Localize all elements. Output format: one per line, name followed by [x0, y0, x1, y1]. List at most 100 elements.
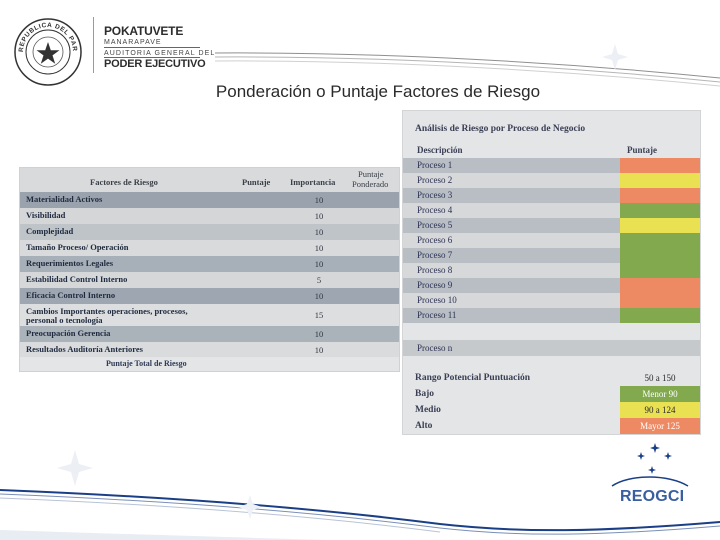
range-value: 90 a 124	[620, 402, 700, 418]
page-title: Ponderación o Puntaje Factores de Riesgo	[215, 82, 541, 101]
header-importancia: Importancia	[290, 177, 336, 187]
risk-color-swatch	[620, 158, 700, 173]
factor-label: Eficacia Control Interno	[26, 290, 116, 300]
header-score: Puntaje	[627, 145, 657, 155]
importance-value: 10	[314, 243, 324, 253]
process-row: Proceso 3	[403, 188, 700, 203]
process-row: Proceso 1	[403, 158, 700, 173]
logo-line-3: AUDITORIA GENERAL DEL	[104, 50, 216, 57]
process-row: Proceso 7	[403, 248, 700, 263]
header-factor: Factores de Riesgo	[90, 177, 158, 187]
factor-label: Visibilidad	[26, 210, 66, 220]
factor-label: Requerimientos Legales	[26, 258, 114, 268]
process-table-title: Análisis de Riesgo por Proceso de Negoci…	[415, 124, 586, 134]
process-label: Proceso 2	[417, 175, 453, 185]
risk-color-swatch	[620, 233, 700, 248]
agpe-logo: POKATUVETE MANARAPAVE AUDITORIA GENERAL …	[104, 24, 215, 70]
range-label: Bajo	[415, 389, 434, 399]
risk-color-swatch	[620, 293, 700, 308]
process-label: Proceso 1	[417, 160, 453, 170]
range-value: Mayor 125	[620, 418, 700, 434]
process-row: Proceso 9	[403, 278, 700, 293]
process-label: Proceso 10	[417, 295, 457, 305]
table-row: Tamaño Proceso/ Operación 10	[20, 240, 399, 256]
table-row: Complejidad 10	[20, 224, 399, 240]
range-row: Bajo Menor 90	[403, 386, 700, 402]
proceso-n-label: Proceso n	[417, 343, 453, 353]
importance-value: 15	[314, 310, 324, 320]
importance-value: 10	[314, 291, 324, 301]
importance-value: 10	[314, 227, 324, 237]
range-label: Medio	[415, 405, 441, 415]
table-row: Materialidad Activos 10	[20, 192, 399, 208]
table-row: Eficacia Control Interno 10	[20, 288, 399, 304]
table-row: Preocupación Gerencia 10	[20, 326, 399, 342]
logo-rule-2	[104, 57, 200, 58]
process-label: Proceso 6	[417, 235, 453, 245]
risk-color-swatch	[620, 203, 700, 218]
table-header: Factores de Riesgo Puntaje Importancia P…	[20, 168, 399, 192]
range-row: Rango Potencial Puntuación 50 a 150	[403, 370, 700, 386]
process-label: Proceso 4	[417, 205, 453, 215]
process-label: Proceso 7	[417, 250, 453, 260]
process-label: Proceso 11	[417, 310, 457, 320]
process-row: Proceso 11	[403, 308, 700, 323]
range-label: Alto	[415, 421, 433, 431]
logo-rule-1	[104, 47, 200, 48]
process-row: Proceso 6	[403, 233, 700, 248]
svg-text:REPUBLICA DEL PARAGUAY: REPUBLICA DEL PARAGUAY	[13, 17, 78, 52]
factor-label: Tamaño Proceso/ Operación	[26, 242, 129, 252]
risk-color-swatch	[620, 173, 700, 188]
risk-color-swatch	[620, 188, 700, 203]
header-ponderado-1: Puntaje	[358, 169, 384, 179]
importance-value: 10	[314, 345, 324, 355]
table-row: Estabilidad Control Interno 5	[20, 272, 399, 288]
factor-label: Estabilidad Control Interno	[26, 274, 128, 284]
process-row: Proceso 2	[403, 173, 700, 188]
process-row: Proceso 5	[403, 218, 700, 233]
range-value: Menor 90	[620, 386, 700, 402]
importance-value: 10	[314, 259, 324, 269]
importance-value: 5	[316, 275, 322, 285]
process-label: Proceso 3	[417, 190, 453, 200]
process-row: Proceso 8	[403, 263, 700, 278]
seal-text: REPUBLICA DEL PARAGUAY	[13, 17, 78, 52]
risk-factors-table-image: Factores de Riesgo Puntaje Importancia P…	[19, 167, 400, 372]
table-row: Visibilidad 10	[20, 208, 399, 224]
reogci-logo: REOGCI	[620, 488, 685, 505]
risk-color-swatch	[620, 263, 700, 278]
total-label: Puntaje Total de Riesgo	[106, 359, 187, 368]
importance-value: 10	[314, 211, 324, 221]
table-row: Requerimientos Legales 10	[20, 256, 399, 272]
logo-line-1: POKATUVETE	[104, 24, 184, 38]
header-description: Descripción	[417, 145, 463, 155]
risk-color-swatch	[620, 308, 700, 323]
logo-line-2: MANARAPAVE	[104, 39, 162, 46]
table-row: Resultados Auditoría Anteriores 10	[20, 342, 399, 358]
process-label: Proceso 8	[417, 265, 453, 275]
factor-label: Cambios Importantes operaciones, proceso…	[26, 306, 188, 316]
risk-color-swatch	[620, 218, 700, 233]
table-total-row: Puntaje Total de Riesgo	[20, 357, 399, 371]
header-puntaje: Puntaje	[242, 177, 271, 187]
factor-label-line2: personal o tecnología	[26, 315, 103, 325]
process-label: Proceso 9	[417, 280, 453, 290]
table-row: Cambios Importantes operaciones, proceso…	[20, 304, 399, 326]
factor-label: Complejidad	[26, 226, 74, 236]
risk-color-swatch	[620, 278, 700, 293]
range-label: Rango Potencial Puntuación	[415, 373, 531, 383]
logo-line-4: PODER EJECUTIVO	[104, 58, 206, 70]
header-ponderado-2: Ponderado	[352, 179, 389, 189]
process-risk-table-image: Análisis de Riesgo por Proceso de Negoci…	[402, 110, 701, 435]
importance-value: 10	[314, 195, 324, 205]
factor-label: Materialidad Activos	[26, 194, 103, 204]
process-label: Proceso 5	[417, 220, 453, 230]
logo-divider	[93, 17, 94, 73]
paraguay-seal-icon: REPUBLICA DEL PARAGUAY	[13, 17, 82, 86]
factor-label: Preocupación Gerencia	[26, 328, 111, 338]
risk-color-swatch	[620, 248, 700, 263]
range-row: Medio 90 a 124	[403, 402, 700, 418]
proceso-n-row: Proceso n	[403, 340, 700, 356]
factor-label: Resultados Auditoría Anteriores	[26, 344, 143, 354]
